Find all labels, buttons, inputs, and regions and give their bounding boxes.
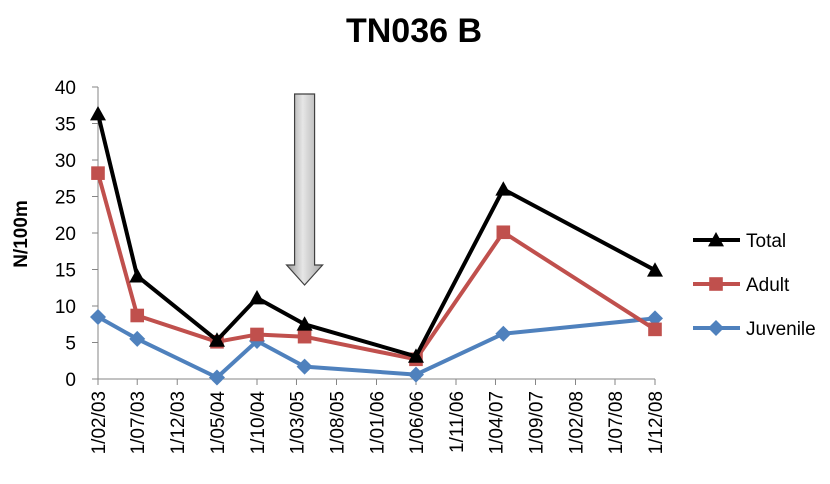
- x-tick-label: 1/11/06: [447, 391, 468, 453]
- data-point-total: [647, 262, 663, 277]
- series-adult: [91, 166, 662, 367]
- legend-label: Juvenile: [746, 319, 816, 340]
- data-point-total: [208, 332, 225, 347]
- series-juvenile: [90, 308, 663, 386]
- legend-item-adult: Adult: [693, 275, 790, 296]
- annotation-layer: [285, 93, 324, 286]
- data-point-total: [407, 348, 424, 363]
- y-axis: 0 5 10 15 20 25 30 35 40: [55, 78, 99, 391]
- data-point-juvenile: [208, 369, 225, 386]
- x-tick-label: 1/09/07: [526, 391, 547, 454]
- data-point-juvenile: [129, 330, 146, 347]
- x-tick-label: 1/03/05: [287, 391, 308, 454]
- down-arrow-annotation: [285, 93, 324, 286]
- y-tick-label: 5: [65, 334, 76, 355]
- legend-marker: [709, 277, 723, 291]
- x-tick-label: 1/04/07: [486, 391, 507, 454]
- data-point-adult: [130, 308, 145, 323]
- x-tick-label: 1/12/08: [646, 391, 667, 454]
- x-tick-label: 1/07/03: [128, 391, 149, 454]
- series-line-juvenile: [97, 315, 656, 380]
- y-tick-label: 20: [55, 224, 76, 245]
- data-point-juvenile: [296, 358, 313, 375]
- legend-item-total: Total: [693, 231, 786, 252]
- legend-label: Total: [746, 231, 786, 252]
- legend-marker: [708, 320, 724, 336]
- y-tick-label: 40: [55, 78, 76, 99]
- y-tick-label: 25: [55, 188, 76, 209]
- x-tick-label: 1/07/08: [606, 391, 627, 454]
- x-tick-label: 1/02/03: [89, 391, 110, 454]
- series-layer: [90, 106, 663, 386]
- x-tick-label: 1/05/04: [208, 391, 229, 455]
- data-point-adult: [496, 225, 511, 240]
- x-tick-label: 1/12/03: [168, 391, 189, 454]
- y-axis-label: N/100m: [11, 200, 32, 268]
- legend-marker: [708, 232, 724, 247]
- x-tick-label: 1/08/05: [327, 391, 348, 454]
- data-point-total: [129, 268, 146, 283]
- legend-label: Adult: [746, 275, 790, 296]
- data-point-adult: [648, 322, 662, 337]
- x-tick-label: 1/10/04: [248, 391, 269, 455]
- y-tick-label: 0: [65, 370, 76, 391]
- data-point-adult: [250, 327, 264, 342]
- data-point-adult: [91, 166, 105, 180]
- x-axis: 1/02/03 1/07/03 1/12/03 1/05/04 1/10/04 1/03/…: [89, 378, 667, 455]
- legend-item-juvenile: Juvenile: [693, 319, 816, 340]
- data-point-juvenile: [495, 325, 512, 342]
- data-point-juvenile: [407, 366, 424, 383]
- y-tick-label: 35: [55, 115, 76, 136]
- data-point-juvenile: [90, 308, 106, 325]
- x-tick-label: 1/02/08: [567, 391, 588, 454]
- x-tick-label: 1/01/06: [368, 391, 389, 454]
- data-point-total: [495, 181, 512, 196]
- y-tick-label: 30: [55, 151, 76, 172]
- series-line-adult: [96, 172, 657, 362]
- y-tick-label: 15: [55, 261, 76, 282]
- series-line-total: [96, 113, 656, 359]
- data-point-adult: [297, 329, 312, 344]
- data-point-total: [248, 289, 265, 305]
- data-point-total: [90, 106, 106, 121]
- x-tick-label: 1/06/06: [407, 391, 428, 454]
- legend: Total Adult Juvenile: [693, 231, 816, 340]
- y-tick-label: 10: [55, 297, 76, 318]
- series-total: [90, 106, 663, 363]
- chart-title: TN036 B: [346, 12, 482, 50]
- data-point-juvenile: [647, 310, 663, 327]
- data-point-total: [296, 316, 313, 331]
